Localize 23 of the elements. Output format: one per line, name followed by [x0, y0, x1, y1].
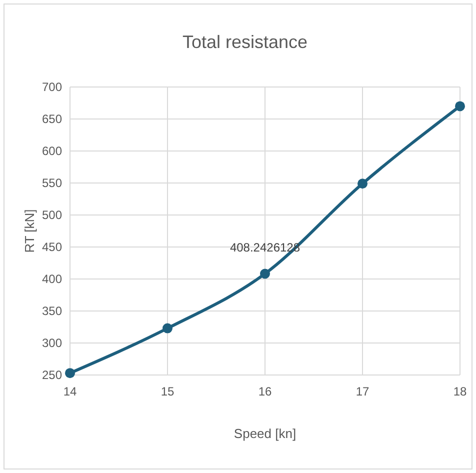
- x-tick-label: 15: [160, 384, 174, 399]
- y-axis-title: RT [kN]: [22, 209, 37, 253]
- point: [65, 368, 75, 378]
- x-tick-label: 17: [356, 384, 370, 399]
- y-tick-label: 300: [42, 336, 62, 350]
- point: [455, 101, 465, 112]
- x-axis-title: Speed [kn]: [234, 426, 296, 441]
- x-tick-label: 14: [63, 384, 77, 399]
- y-tick-label: 650: [42, 112, 62, 126]
- y-tick-label: 500: [42, 208, 62, 222]
- y-tick-label: 400: [42, 272, 62, 286]
- y-tick-label: 550: [42, 176, 62, 190]
- y-tick-label: 450: [42, 240, 62, 254]
- x-tick-label: 18: [453, 384, 467, 399]
- y-tick-label: 600: [42, 144, 62, 158]
- point: [260, 268, 270, 279]
- point: [358, 178, 368, 189]
- y-tick-label: 350: [42, 304, 62, 318]
- point: [162, 323, 172, 334]
- y-tick-label: 250: [42, 368, 62, 382]
- x-tick-label: 16: [258, 384, 272, 399]
- chart-title: Total resistance: [182, 32, 308, 52]
- y-tick-label: 700: [42, 80, 62, 94]
